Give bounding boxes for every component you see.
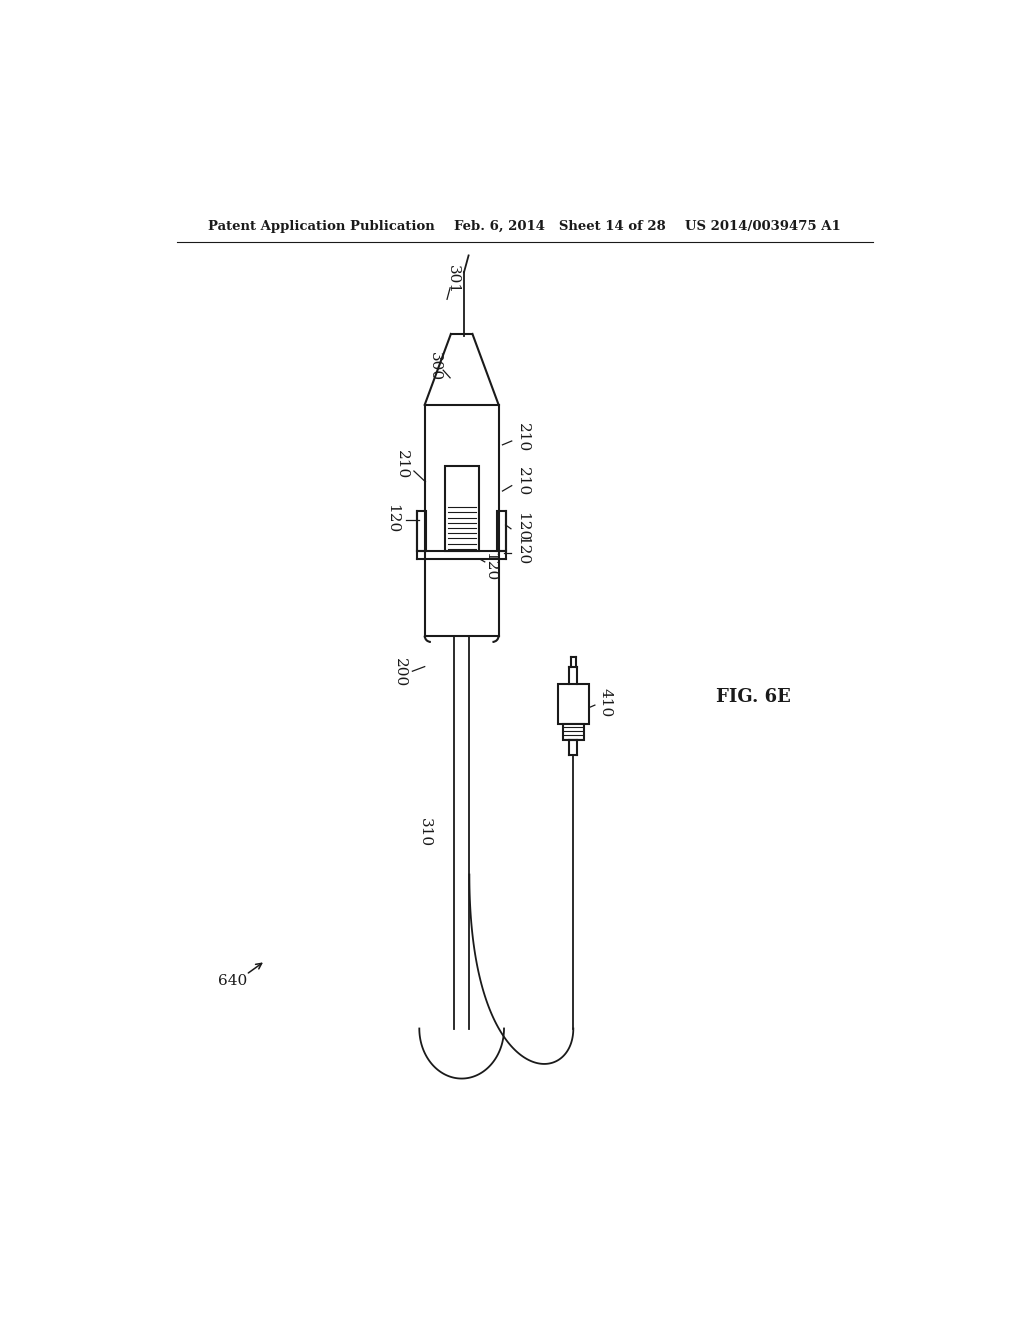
Bar xyxy=(562,725,584,739)
Text: 210: 210 xyxy=(394,450,409,479)
Text: Feb. 6, 2014   Sheet 14 of 28: Feb. 6, 2014 Sheet 14 of 28 xyxy=(454,219,666,232)
Text: 210: 210 xyxy=(515,467,529,496)
Text: 300: 300 xyxy=(428,351,441,381)
Bar xyxy=(558,684,589,725)
Text: 210: 210 xyxy=(515,422,529,451)
Text: 200: 200 xyxy=(393,659,408,688)
Text: FIG. 6E: FIG. 6E xyxy=(716,689,791,706)
Text: 120: 120 xyxy=(385,504,399,533)
Text: 120: 120 xyxy=(515,536,529,566)
Bar xyxy=(444,466,478,552)
Text: 640: 640 xyxy=(218,974,248,987)
Text: 410: 410 xyxy=(599,688,612,717)
Text: US 2014/0039475 A1: US 2014/0039475 A1 xyxy=(685,219,841,232)
Text: 120: 120 xyxy=(515,512,529,541)
Bar xyxy=(497,511,506,552)
Text: Patent Application Publication: Patent Application Publication xyxy=(208,219,434,232)
Text: 310: 310 xyxy=(418,817,432,846)
Text: 120: 120 xyxy=(483,552,497,581)
Text: 301: 301 xyxy=(445,265,460,294)
Bar xyxy=(417,511,426,552)
